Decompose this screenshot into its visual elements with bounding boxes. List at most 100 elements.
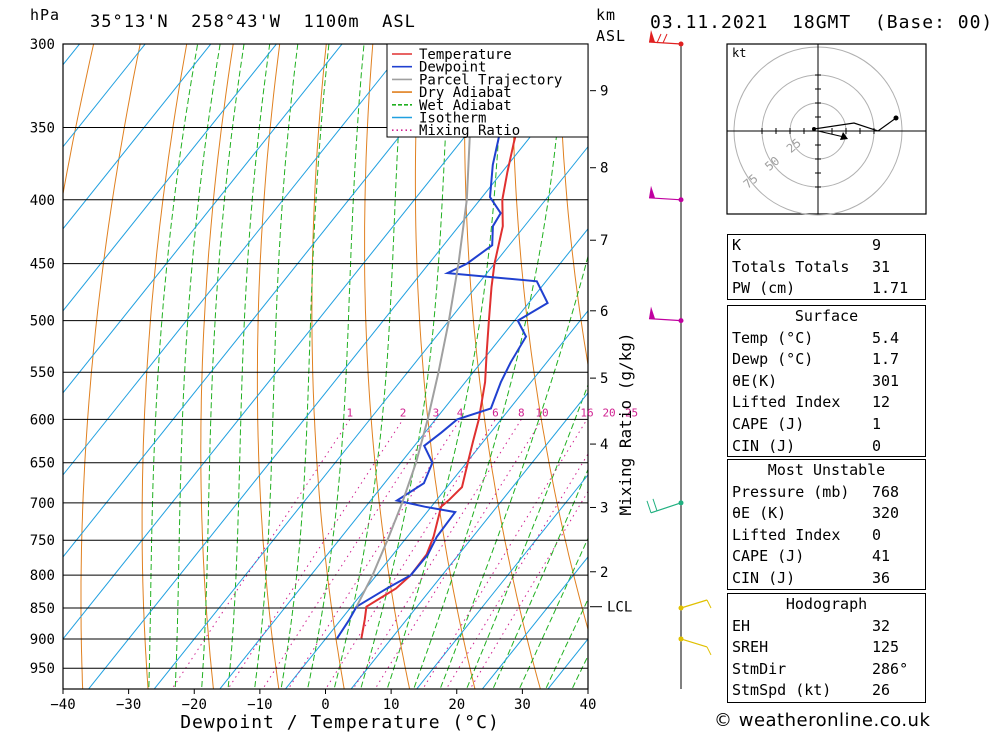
km-tick-label: 9 xyxy=(600,84,608,100)
temperature-tick-label: 10 xyxy=(383,697,400,713)
wind-barb xyxy=(678,636,712,656)
surface-index-value: 1.7 xyxy=(872,350,900,369)
datetime-title: 03.11.2021 18GMT (Base: 00) xyxy=(650,12,994,33)
temperature-tick-label: 0 xyxy=(321,697,329,713)
isotherm-line xyxy=(63,44,409,476)
pressure-tick-label: 300 xyxy=(30,37,55,53)
mixing-ratio-line xyxy=(287,419,461,689)
isotherm-line xyxy=(0,7,44,696)
dry-adiabat xyxy=(256,44,281,689)
wind-barb-flag xyxy=(662,33,668,44)
surface-index-row: Temp (°C) 5.4 xyxy=(728,328,925,350)
wind-barb xyxy=(648,30,684,47)
surface-index-row: CAPE (J) 1 xyxy=(728,414,925,436)
km-tick-label: 4 xyxy=(600,437,608,453)
wind-barb-pennant xyxy=(649,306,655,319)
wind-barb-flag xyxy=(706,646,712,656)
km-tick-label: 8 xyxy=(600,161,608,177)
dry-adiabat xyxy=(311,44,345,689)
surface-index-value: 5.4 xyxy=(872,328,900,347)
dry-adiabat xyxy=(558,44,588,368)
wind-barb-staff xyxy=(680,638,708,648)
wet-adiabat xyxy=(413,44,566,689)
most-unstable-index-value: 768 xyxy=(872,482,900,501)
surface-index-row: θE(K) 301 xyxy=(728,371,925,393)
mixing-ratio-label: 25 xyxy=(625,406,638,419)
wind-barb xyxy=(648,185,684,203)
most-unstable-index-value: 0 xyxy=(872,525,882,544)
legend-label: Dewpoint xyxy=(419,60,486,76)
general-indices-box: K 9 Totals Totals 31 PW (cm) 1.71 xyxy=(727,234,926,300)
hodograph-unit: kt xyxy=(732,46,746,60)
pressure-tick-label: 650 xyxy=(30,456,55,472)
legend-label: Temperature xyxy=(419,47,512,63)
km-tick-label: 5 xyxy=(600,371,608,387)
legend-label: Mixing Ratio xyxy=(419,123,520,139)
wind-barb-flag xyxy=(652,498,658,512)
most-unstable-title: Most Unstable xyxy=(767,461,886,479)
pressure-tick-label: 700 xyxy=(30,496,55,512)
surface-index-value: 12 xyxy=(872,393,891,412)
mixing-ratio-line xyxy=(325,419,496,689)
mixing-ratio-line xyxy=(171,419,351,689)
mixing-ratio-label: 10 xyxy=(535,406,548,419)
wind-barb-staff xyxy=(680,599,708,609)
pressure-tick-label: 400 xyxy=(30,193,55,209)
dry-adiabat xyxy=(80,44,141,689)
pressure-tick-label: 600 xyxy=(30,412,55,428)
pressure-tick-label: 450 xyxy=(30,257,55,273)
surface-index-row: Lifted Index 12 xyxy=(728,392,925,414)
pressure-tick-label: 800 xyxy=(30,568,55,584)
general-index-value: 9 xyxy=(872,236,882,254)
isotherm-line xyxy=(219,227,588,689)
most-unstable-index-value: 320 xyxy=(872,504,900,523)
isobars xyxy=(63,44,588,669)
dry-adiabat xyxy=(414,44,476,689)
km-tick-label: 6 xyxy=(600,304,608,320)
isotherm-line xyxy=(153,145,588,689)
isotherm-line xyxy=(63,44,343,394)
hodograph-storm-marker xyxy=(840,132,848,140)
hodograph-start-dot xyxy=(812,127,816,131)
location-title: 35°13'N 258°43'W 1100m ASL xyxy=(90,12,416,32)
hodograph-index-key: EH xyxy=(732,616,751,635)
hodograph-index-key: StmSpd (kt) xyxy=(732,681,832,700)
hodograph-index-value: 286° xyxy=(872,659,909,678)
wind-barb xyxy=(646,498,684,514)
hodograph-end-dot xyxy=(893,115,899,121)
general-index-key: Totals Totals xyxy=(732,257,850,276)
mixing-ratio-label: 3 xyxy=(433,406,440,419)
wet-adiabat xyxy=(254,44,299,689)
surface-indices-box: Surface Temp (°C) 5.4 Dewp (°C) 1.7 θE(K) 301… xyxy=(727,305,926,457)
isotherm-line xyxy=(481,556,588,689)
hodograph-index-row: StmSpd (kt) 26 xyxy=(728,680,925,702)
most-unstable-index-row: Lifted Index 0 xyxy=(728,525,925,547)
hodograph-title: Hodograph xyxy=(785,595,868,613)
surface-index-key: Temp (°C) xyxy=(732,328,814,347)
mixing-ratio-label: 1 xyxy=(347,406,354,419)
wind-barb-staff xyxy=(648,318,682,322)
dry-adiabat xyxy=(927,26,1000,696)
general-index-value: 1.71 xyxy=(872,279,909,298)
wind-barb-staff xyxy=(648,41,682,45)
general-index-key: PW (cm) xyxy=(732,279,796,298)
surface-index-value: 0 xyxy=(872,436,882,455)
mixing-ratio-line xyxy=(352,419,522,689)
wet-adiabat xyxy=(227,44,271,689)
copyright-link[interactable]: © weatheronline.co.uk xyxy=(714,710,931,731)
hodograph-trace xyxy=(813,117,897,132)
wet-adiabat xyxy=(360,44,451,689)
dry-adiabat xyxy=(464,44,541,689)
wind-barb-pennant xyxy=(649,185,655,198)
wet-adiabat xyxy=(545,598,588,689)
general-index-key: K xyxy=(732,236,742,254)
wind-barb-flag xyxy=(706,599,712,609)
dry-adiabat xyxy=(141,44,188,689)
surface-index-key: CIN (J) xyxy=(732,436,796,455)
temperature-tick-label: −40 xyxy=(50,697,75,713)
surface-index-row: Dewp (°C) 1.7 xyxy=(728,349,925,371)
most-unstable-index-value: 36 xyxy=(872,568,891,587)
general-index-row: Totals Totals 31 xyxy=(728,257,925,279)
mixing-ratio-axis-label: Mixing Ratio (g/kg) xyxy=(616,332,635,515)
